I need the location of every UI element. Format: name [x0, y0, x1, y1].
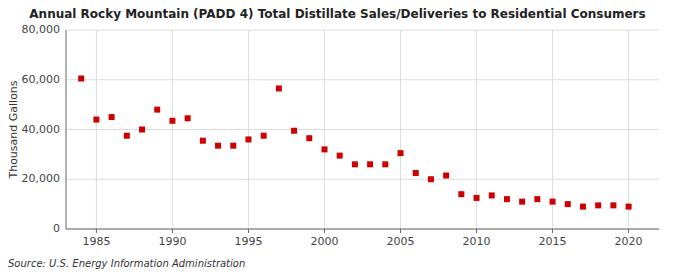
x-tick	[96, 229, 97, 233]
point	[398, 150, 404, 156]
x-tick	[400, 229, 401, 233]
point	[367, 161, 373, 167]
point	[78, 76, 84, 82]
x-grid-line	[400, 30, 401, 229]
x-tick	[552, 229, 553, 233]
x-tick	[324, 229, 325, 233]
source-note: Source: U.S. Energy Information Administ…	[8, 258, 245, 269]
point	[519, 199, 525, 205]
point	[595, 202, 601, 208]
y-grid-line	[66, 179, 659, 180]
y-tick-label: 20,000	[22, 172, 61, 185]
point	[109, 114, 115, 120]
point	[550, 199, 556, 205]
point	[245, 136, 251, 142]
point	[474, 195, 480, 201]
title: Annual Rocky Mountain (PADD 4) Total Dis…	[29, 7, 645, 21]
point	[352, 161, 358, 167]
point	[458, 191, 464, 197]
point	[337, 153, 343, 159]
x-tick	[628, 229, 629, 233]
point	[413, 170, 419, 176]
point	[215, 143, 221, 149]
point	[306, 135, 312, 141]
axes: 0 20,000 40,000 60,000 80,000 1985 1990 1995 200…	[22, 23, 660, 248]
point	[504, 196, 510, 202]
point	[580, 204, 586, 210]
point	[382, 161, 388, 167]
point	[428, 176, 434, 182]
point	[124, 133, 130, 139]
y-tick-label: 80,000	[22, 23, 61, 36]
x-grid-line	[96, 30, 97, 229]
y-grid-line	[66, 129, 659, 130]
y-grid-line	[66, 30, 659, 31]
point	[321, 146, 327, 152]
point	[610, 202, 616, 208]
x-tick-label: 2010	[463, 235, 491, 248]
point	[291, 128, 297, 134]
x-tick-label: 2000	[310, 235, 338, 248]
x-tick	[248, 229, 249, 233]
chart: 0 20,000 40,000 60,000 80,000 1985 1990 1995 200…	[0, 0, 675, 275]
point	[276, 85, 282, 91]
point	[154, 107, 160, 113]
x-grid-line	[248, 30, 249, 229]
x-tick-label: 1990	[158, 235, 186, 248]
x-tick-label: 2015	[539, 235, 567, 248]
x-grid-line	[172, 30, 173, 229]
x-tick-label: 1985	[82, 235, 110, 248]
x-tick-label: 1995	[234, 235, 262, 248]
y-tick-label: 0	[53, 222, 60, 235]
x-tick	[476, 229, 477, 233]
y-grid-line	[66, 229, 659, 230]
grid	[66, 30, 659, 229]
x-tick	[172, 229, 173, 233]
x-grid-line	[324, 30, 325, 229]
y-grid-line	[66, 79, 659, 80]
y-axis-label: Thousand Gallons	[7, 80, 20, 179]
point	[489, 192, 495, 198]
point	[185, 115, 191, 121]
point	[93, 117, 99, 123]
point	[534, 196, 540, 202]
point	[626, 204, 632, 210]
y-tick-label: 40,000	[22, 123, 61, 136]
point	[261, 133, 267, 139]
point	[169, 118, 175, 124]
point	[200, 138, 206, 144]
point	[230, 143, 236, 149]
point	[443, 173, 449, 179]
point	[139, 127, 145, 133]
x-axis-line	[66, 229, 659, 230]
y-axis-line	[66, 30, 67, 229]
point	[565, 201, 571, 207]
x-tick-label: 2020	[615, 235, 643, 248]
y-tick-label: 60,000	[22, 73, 61, 86]
points	[78, 76, 631, 210]
x-tick-label: 2005	[387, 235, 415, 248]
x-grid-line	[628, 30, 629, 229]
